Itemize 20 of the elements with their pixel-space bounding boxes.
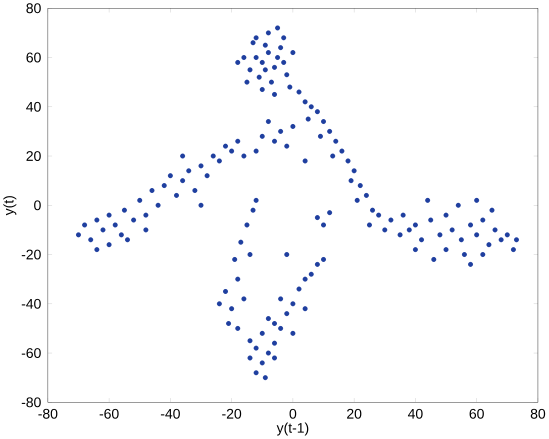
x-tick-label: -80 <box>38 408 58 419</box>
x-tick-label: 0 <box>290 408 296 419</box>
y-tick-label: 60 <box>26 52 41 63</box>
y-axis-title: y(t) <box>3 196 16 216</box>
y-tick-label: -80 <box>22 397 41 408</box>
x-axis-title: y(t-1) <box>276 422 308 436</box>
x-tick-label: -20 <box>222 408 242 419</box>
x-tick-label: 40 <box>408 408 423 419</box>
y-tick-label: 40 <box>26 102 41 112</box>
x-tick-label: 80 <box>530 408 546 419</box>
x-tick-label: 60 <box>470 408 484 419</box>
x-tick-label: -40 <box>160 408 180 419</box>
x-tick-label: -60 <box>100 408 119 419</box>
y-tick-label: -40 <box>22 298 41 309</box>
y-tick-label: -20 <box>22 250 41 260</box>
y-tick-label: 20 <box>26 151 41 162</box>
y-tick-label: -60 <box>22 348 41 358</box>
y-tick-label: 80 <box>26 3 41 14</box>
y-tick-label: 0 <box>34 200 41 210</box>
x-tick-label: 20 <box>347 408 362 419</box>
